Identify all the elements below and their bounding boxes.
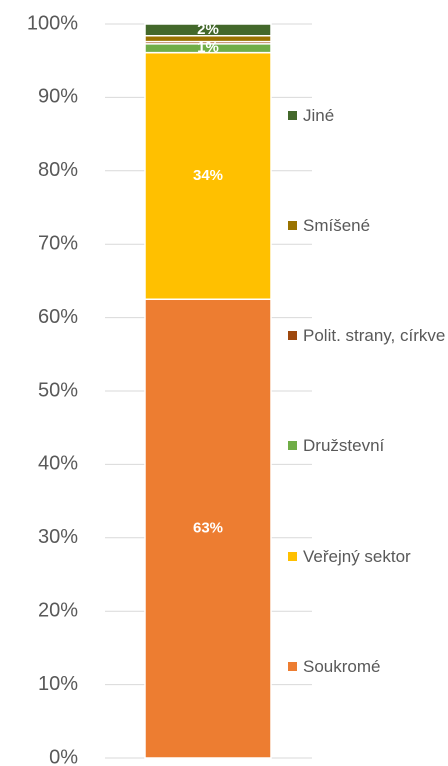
- legend-item: Veřejný sektor: [288, 542, 446, 571]
- legend-label: Veřejný sektor: [303, 547, 411, 566]
- bar-segment: [144, 23, 272, 37]
- y-tick-label: 60%: [38, 306, 78, 328]
- y-tick-label: 30%: [38, 526, 78, 548]
- data-label: 1%: [197, 39, 219, 56]
- y-tick-label: 10%: [38, 673, 78, 695]
- legend-item: Soukromé: [288, 652, 446, 681]
- y-tick-label: 90%: [38, 86, 78, 108]
- y-tick-label: 100%: [27, 12, 78, 34]
- legend-label: Jiné: [303, 106, 335, 125]
- data-label: 2%: [197, 21, 219, 38]
- legend-item: Polit. strany, církve: [288, 321, 446, 350]
- bar-segment: [144, 51, 272, 300]
- legend-item: Smíšené: [288, 211, 446, 240]
- y-tick-label: 80%: [38, 159, 78, 181]
- y-tick-label: 20%: [38, 599, 78, 621]
- bar-segment: [144, 298, 272, 759]
- legend-label: Družstevní: [303, 436, 385, 455]
- legend-marker: [288, 331, 297, 340]
- y-tick-label: 40%: [38, 453, 78, 475]
- y-tick-label: 0%: [49, 746, 78, 766]
- legend-marker: [288, 552, 297, 561]
- data-label: 63%: [193, 520, 223, 537]
- legend-marker: [288, 221, 297, 230]
- legend-marker: [288, 662, 297, 671]
- legend-label: Soukromé: [303, 657, 381, 676]
- legend-label: Polit. strany, církve: [303, 326, 446, 345]
- legend-item: Družstevní: [288, 431, 446, 460]
- legend-item: Jiné: [288, 101, 446, 130]
- legend-marker: [288, 441, 297, 450]
- legend-marker: [288, 111, 297, 120]
- y-tick-label: 50%: [38, 379, 78, 401]
- y-tick-label: 70%: [38, 232, 78, 254]
- legend-label: Smíšené: [303, 216, 371, 235]
- data-label: 34%: [193, 167, 223, 184]
